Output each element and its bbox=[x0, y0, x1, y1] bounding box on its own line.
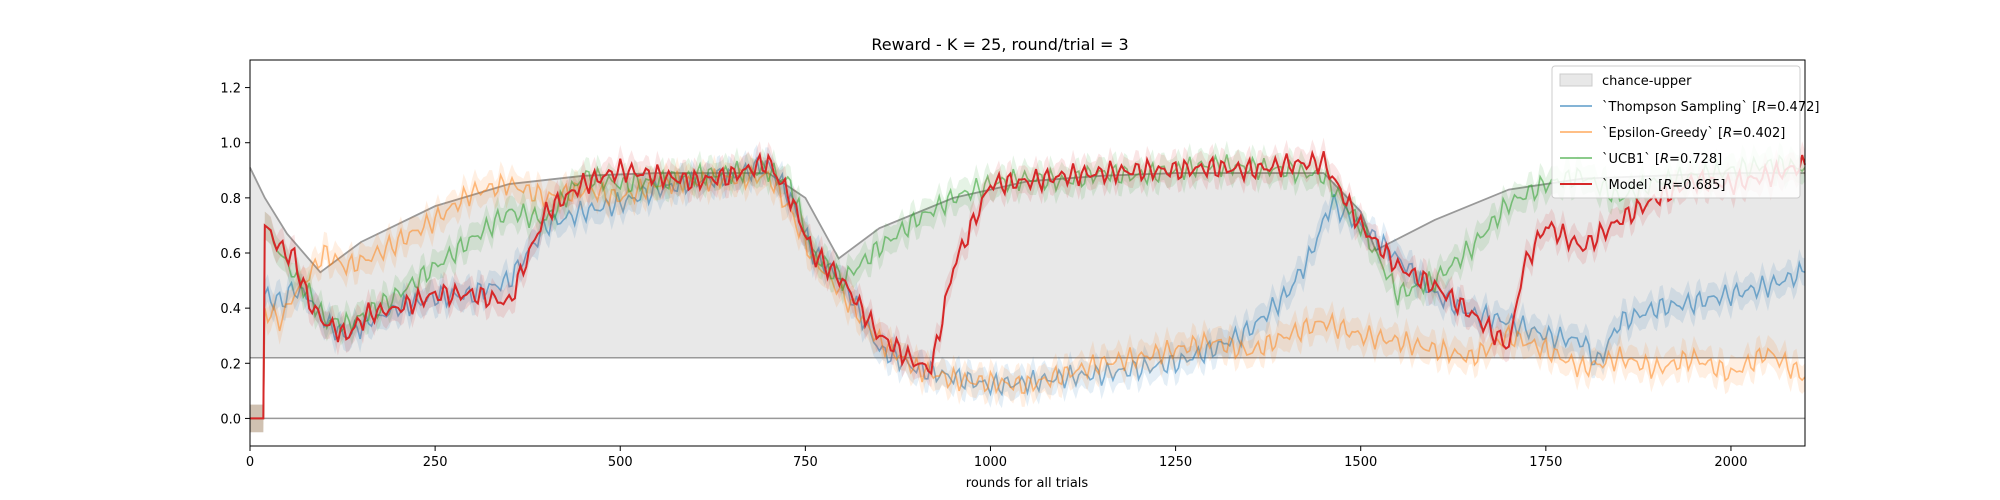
series-line-3 bbox=[250, 149, 1806, 420]
series-line-2 bbox=[250, 153, 1806, 420]
chart-title-text: Reward - K = 25, round/trial = 3 bbox=[871, 35, 1128, 54]
x-tick-label: 250 bbox=[423, 455, 448, 470]
y-tick-label: 0.8 bbox=[220, 192, 241, 207]
legend-label-3: `Model` [R=0.685] bbox=[1602, 178, 1725, 193]
y-tick-label: 1.2 bbox=[220, 82, 241, 97]
x-tick-label: 1250 bbox=[1159, 455, 1192, 470]
x-axis-label: rounds for all trials bbox=[966, 476, 1089, 491]
x-tick-label: 1500 bbox=[1344, 455, 1377, 470]
x-tick-label: 0 bbox=[246, 455, 254, 470]
y-tick-label: 0.0 bbox=[220, 412, 241, 427]
y-tick-label: 0.2 bbox=[220, 357, 241, 372]
x-tick-label: 750 bbox=[793, 455, 818, 470]
plot-area bbox=[249, 137, 1806, 433]
legend-label-2: `UCB1` [R=0.728] bbox=[1602, 152, 1722, 167]
x-axis: 0 250 500 750 1000 1250 1500 1750 2000 bbox=[246, 446, 1747, 470]
y-tick-label: 0.6 bbox=[220, 247, 241, 262]
series-line-1 bbox=[250, 164, 1806, 420]
x-tick-label: 2000 bbox=[1714, 455, 1747, 470]
y-tick-label: 1.0 bbox=[220, 137, 241, 152]
x-tick-label: 500 bbox=[608, 455, 633, 470]
chance-band-fill bbox=[250, 167, 1805, 358]
legend-swatch-band bbox=[1559, 73, 1593, 87]
legend-box bbox=[1551, 65, 1801, 199]
legend-label-1: `Epsilon-Greedy` [R=0.402] bbox=[1602, 126, 1785, 141]
y-tick-label: 0.4 bbox=[220, 302, 241, 317]
legend: chance-upper `Thompson Sampling` [R=0.472… bbox=[1551, 65, 1819, 199]
y-axis: 0.0 0.2 0.4 0.6 0.8 1.0 1.2 bbox=[220, 82, 250, 427]
legend-label-band: chance-upper bbox=[1602, 74, 1692, 89]
chance-band-upper-edge bbox=[249, 167, 1805, 274]
legend-label-0: `Thompson Sampling` [R=0.472] bbox=[1602, 100, 1819, 115]
chart-title: Reward - K = 25, round/trial = 3 bbox=[871, 35, 1128, 54]
x-tick-label: 1000 bbox=[974, 455, 1007, 470]
x-tick-label: 1750 bbox=[1529, 455, 1562, 470]
